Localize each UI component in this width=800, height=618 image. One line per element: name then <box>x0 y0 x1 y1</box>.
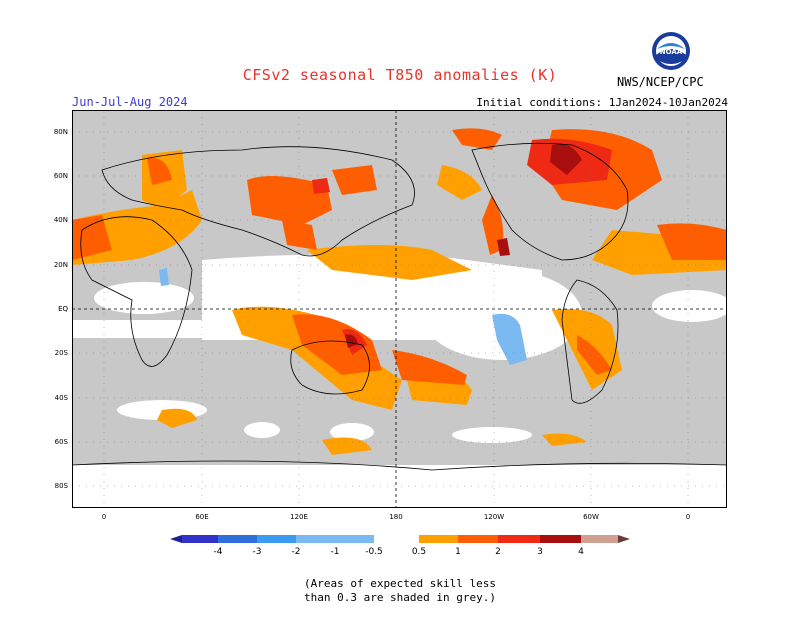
skill-note-line1: (Areas of expected skill less <box>303 577 497 590</box>
lon-label-0-east: 0 <box>686 513 690 521</box>
legend-label: 1 <box>455 547 461 556</box>
lat-label-60s: 60S <box>55 438 69 446</box>
lat-label-80s: 80S <box>55 482 69 490</box>
legend-swatch <box>257 535 296 543</box>
legend-label: -3 <box>253 547 262 556</box>
legend-swatch <box>498 535 540 543</box>
legend-arrow-low <box>170 535 182 543</box>
lon-label-120e: 120E <box>290 513 308 521</box>
legend-swatch <box>335 535 374 543</box>
lat-label-40n: 40N <box>54 216 68 224</box>
lat-label-40s: 40S <box>55 394 69 402</box>
lon-label-0: 0 <box>102 513 106 521</box>
legend-label: -1 <box>331 547 340 556</box>
coastlines <box>72 142 727 471</box>
map-frame <box>72 110 727 508</box>
color-legend: -4 -3 -2 -1 -0.5 0.5 1 2 3 4 <box>170 535 630 556</box>
legend-label: -0.5 <box>365 547 383 556</box>
lat-label-60n: 60N <box>54 172 68 180</box>
lat-label-20n: 20N <box>54 261 68 269</box>
lon-label-60e: 60E <box>195 513 208 521</box>
map-title: CFSv2 seasonal T850 anomalies (K) <box>242 66 558 84</box>
legend-label: -2 <box>292 547 301 556</box>
noaa-logo-icon: NOAA <box>652 32 690 70</box>
lon-label-120w: 120W <box>484 513 504 521</box>
anomaly-negative-0.5 <box>159 268 527 365</box>
initial-conditions-label: Initial conditions: 1Jan2024-10Jan2024 <box>476 96 728 109</box>
agency-label: NWS/NCEP/CPC <box>617 75 704 89</box>
legend-swatch <box>374 535 419 543</box>
latitude-axis: 80N 60N 40N 20N EQ 20S 40S 60S 80S <box>54 128 69 490</box>
map-grid <box>72 110 727 508</box>
season-label: Jun-Jul-Aug 2024 <box>72 95 188 109</box>
legend-swatch <box>182 535 218 543</box>
skill-note-line2: than 0.3 are shaded in grey.) <box>303 591 497 604</box>
legend-swatch <box>458 535 498 543</box>
svg-text:NOAA: NOAA <box>660 48 683 56</box>
legend-swatch <box>296 535 335 543</box>
lat-label-80n: 80N <box>54 128 68 136</box>
legend-swatch <box>218 535 257 543</box>
legend-label: 2 <box>495 547 501 556</box>
lat-label-eq: EQ <box>58 305 68 313</box>
lat-label-20s: 20S <box>55 349 69 357</box>
lon-label-180: 180 <box>389 513 402 521</box>
legend-swatch <box>419 535 458 543</box>
longitude-axis: 0 60E 120E 180 120W 60W 0 <box>102 513 690 521</box>
legend-swatches <box>170 535 630 543</box>
legend-label: 0.5 <box>412 547 426 556</box>
legend-swatch <box>581 535 618 543</box>
lon-label-60w: 60W <box>583 513 599 521</box>
legend-swatch <box>540 535 581 543</box>
anomaly-map: 80N <box>72 110 727 508</box>
legend-label: 4 <box>578 547 584 556</box>
legend-label: 3 <box>537 547 543 556</box>
legend-label: -4 <box>214 547 223 556</box>
anomaly-positive-3 <box>345 144 582 348</box>
legend-arrow-high <box>618 535 630 543</box>
